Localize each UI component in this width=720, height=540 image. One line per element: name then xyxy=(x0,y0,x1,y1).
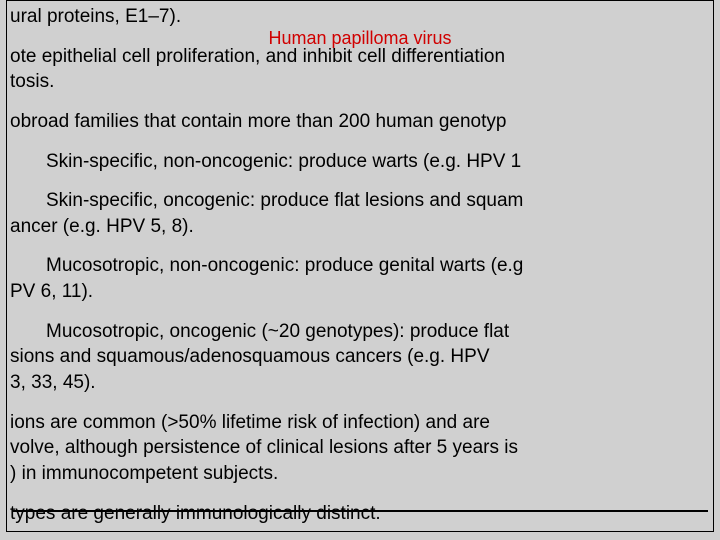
line: ) in immunocompetent subjects. xyxy=(10,463,278,484)
list-item: Skin-specific, oncogenic: produce flat l… xyxy=(10,188,710,239)
line: Mucosotropic, non-oncogenic: produce gen… xyxy=(10,253,523,279)
line: ions are common (>50% lifetime risk of i… xyxy=(10,412,495,433)
list-item: Skin-specific, non-oncogenic: produce wa… xyxy=(10,149,710,175)
slide-title: Human papilloma virus xyxy=(268,28,451,49)
slide-frame: Human papilloma virus ural proteins, E1–… xyxy=(0,0,720,540)
horizontal-rule xyxy=(12,510,708,512)
line: PV 6, 11). xyxy=(10,281,93,302)
line: sions and squamous/adenosquamous cancers… xyxy=(10,346,490,367)
line: 3, 33, 45). xyxy=(10,372,96,393)
line: volve, although persistence of clinical … xyxy=(10,437,518,458)
paragraph: ions are common (>50% lifetime risk of i… xyxy=(10,410,710,487)
list-item: Mucosotropic, oncogenic (~20 genotypes):… xyxy=(10,319,710,396)
body-text: ural proteins, E1–7). ote epithelial cel… xyxy=(6,0,714,532)
line: Mucosotropic, oncogenic (~20 genotypes):… xyxy=(10,319,509,345)
paragraph: ote epithelial cell proliferation, and i… xyxy=(10,44,710,95)
line: Skin-specific, oncogenic: produce flat l… xyxy=(10,188,523,214)
line: ancer (e.g. HPV 5, 8). xyxy=(10,216,194,237)
list-item: Mucosotropic, non-oncogenic: produce gen… xyxy=(10,253,710,304)
paragraph: obroad families that contain more than 2… xyxy=(10,109,710,135)
paragraph: types are generally immunologically dist… xyxy=(10,501,710,527)
paragraph: ural proteins, E1–7). xyxy=(10,4,710,30)
line: tosis. xyxy=(10,71,54,92)
